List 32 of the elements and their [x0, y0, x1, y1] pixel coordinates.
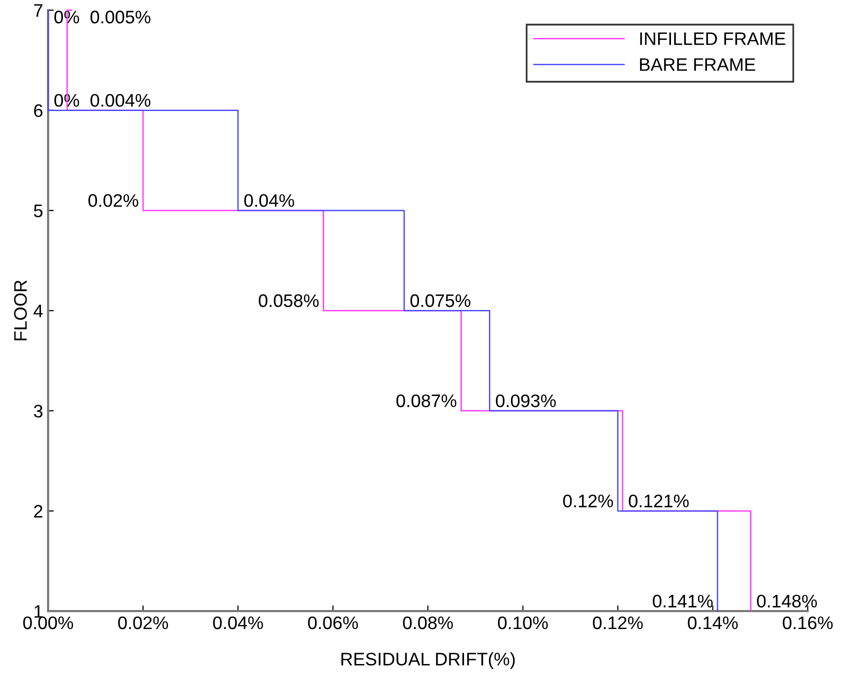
data-label: 0.004%: [90, 94, 150, 107]
x-tick-label: 0.10%: [498, 616, 548, 630]
data-label: 0.02%: [88, 194, 138, 207]
x-tick-label: 0.16%: [782, 616, 833, 630]
legend-label: BARE FRAME: [640, 58, 756, 71]
data-label: 0.121%: [628, 494, 689, 508]
x-tick-label: 0.04%: [213, 616, 263, 630]
x-axis-title: RESIDUAL DRIFT(%): [341, 652, 515, 670]
data-label: 0.148%: [757, 594, 817, 608]
y-tick-label: 2: [34, 504, 42, 518]
data-label: 0.087%: [396, 394, 456, 408]
y-tick-label: 5: [34, 204, 42, 218]
legend-label: INFILLED FRAME: [640, 32, 786, 45]
y-tick-label: 6: [34, 104, 42, 118]
x-tick-label: 0.12%: [592, 616, 643, 630]
x-tick-label: 0.14%: [688, 616, 738, 630]
y-tick-label: 7: [34, 4, 42, 17]
x-tick-label: 0.02%: [118, 616, 168, 630]
y-tick-label: 1: [34, 605, 42, 618]
x-tick-label: 0.06%: [308, 616, 358, 630]
data-label: 0.04%: [244, 194, 294, 207]
data-label: 0.093%: [496, 394, 556, 408]
data-label: 0.12%: [563, 494, 613, 508]
data-label: 0.005%: [90, 10, 150, 24]
data-label: 0.075%: [410, 294, 470, 308]
x-tick-label: 0.08%: [403, 616, 453, 630]
y-axis-title: FLOOR: [14, 280, 27, 340]
x-tick-label: 0.00%: [23, 616, 74, 630]
data-label: 0.141%: [652, 594, 713, 608]
data-label: 0.058%: [258, 294, 319, 308]
y-tick-label: 4: [34, 304, 43, 318]
y-tick-label: 3: [34, 404, 42, 418]
